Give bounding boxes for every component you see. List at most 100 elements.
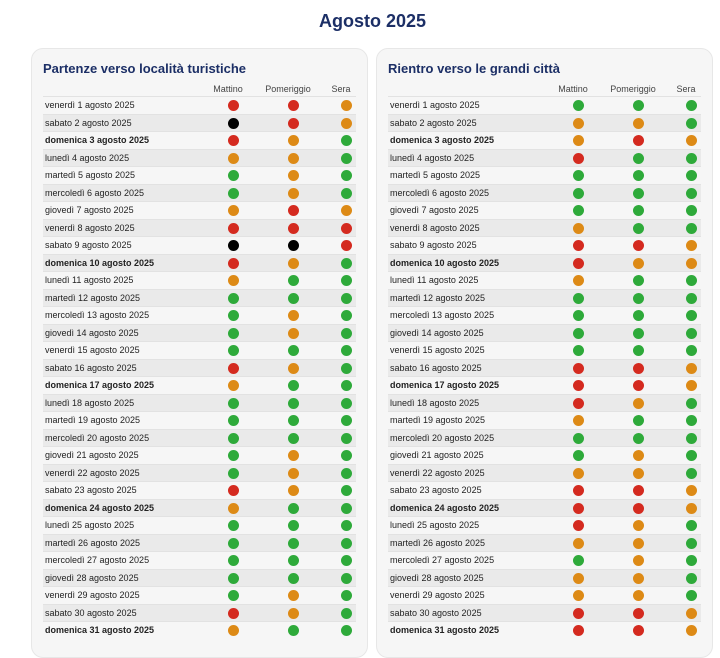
row-date: domenica 31 agosto 2025 bbox=[390, 625, 500, 635]
traffic-dot-pomeriggio bbox=[288, 502, 299, 514]
traffic-dot-mattino bbox=[228, 397, 239, 409]
row-date: mercoledì 13 agosto 2025 bbox=[390, 310, 495, 320]
traffic-dot-pomeriggio bbox=[633, 485, 644, 496]
row-date: domenica 3 agosto 2025 bbox=[45, 135, 150, 145]
traffic-dot-sera bbox=[341, 572, 352, 584]
row-date: domenica 10 agosto 2025 bbox=[45, 257, 155, 268]
traffic-dot-sera bbox=[341, 590, 352, 601]
traffic-dot-sera bbox=[686, 240, 697, 251]
traffic-dot-mattino bbox=[228, 135, 239, 146]
table-row: mercoledì 20 agosto 2025 bbox=[43, 428, 356, 446]
traffic-dot-sera bbox=[686, 625, 697, 636]
table-row: lunedì 4 agosto 2025 bbox=[43, 148, 356, 166]
traffic-dot-mattino bbox=[573, 380, 584, 391]
traffic-dot-pomeriggio bbox=[633, 467, 644, 479]
row-date: venerdì 8 agosto 2025 bbox=[390, 222, 480, 233]
traffic-dot-pomeriggio bbox=[633, 152, 644, 164]
traffic-dot-sera bbox=[341, 152, 352, 164]
traffic-dot-mattino bbox=[228, 117, 239, 129]
row-date: sabato 30 agosto 2025 bbox=[45, 607, 137, 618]
traffic-dot-sera bbox=[686, 415, 697, 426]
table-row: domenica 24 agosto 2025 bbox=[388, 498, 701, 516]
row-date: domenica 17 agosto 2025 bbox=[45, 380, 155, 390]
traffic-dot-sera bbox=[341, 240, 352, 251]
traffic-dot-mattino bbox=[573, 625, 584, 636]
row-date: domenica 31 agosto 2025 bbox=[45, 625, 155, 635]
traffic-dot-sera bbox=[686, 135, 697, 146]
traffic-dot-sera bbox=[686, 187, 697, 199]
traffic-dot-sera bbox=[341, 380, 352, 391]
traffic-dot-mattino bbox=[228, 432, 239, 444]
row-date: lunedì 25 agosto 2025 bbox=[390, 520, 480, 530]
table-row: giovedì 7 agosto 2025 bbox=[388, 201, 701, 219]
traffic-dot-sera bbox=[341, 292, 352, 304]
departures-panel-title: Partenze verso località turistiche bbox=[43, 61, 247, 76]
traffic-dot-pomeriggio bbox=[288, 415, 299, 426]
table-row: sabato 23 agosto 2025 bbox=[388, 481, 701, 499]
row-date: mercoledì 6 agosto 2025 bbox=[390, 187, 490, 198]
traffic-dot-mattino bbox=[573, 310, 584, 321]
traffic-dot-sera bbox=[686, 222, 697, 234]
traffic-dot-pomeriggio bbox=[288, 397, 299, 409]
traffic-dot-mattino bbox=[573, 222, 584, 234]
table-row: mercoledì 6 agosto 2025 bbox=[43, 183, 356, 201]
row-date: martedì 26 agosto 2025 bbox=[390, 537, 486, 548]
table-row: venerdì 8 agosto 2025 bbox=[388, 218, 701, 236]
traffic-dot-pomeriggio bbox=[288, 257, 299, 269]
table-row: giovedì 7 agosto 2025 bbox=[43, 201, 356, 219]
traffic-dot-pomeriggio bbox=[288, 275, 299, 286]
traffic-dot-pomeriggio bbox=[633, 257, 644, 269]
traffic-dot-sera bbox=[686, 450, 697, 461]
traffic-dot-sera bbox=[686, 310, 697, 321]
departures-panel: Partenze verso località turistiche Matti… bbox=[31, 48, 368, 658]
traffic-dot-pomeriggio bbox=[288, 170, 299, 181]
returns-panel: Rientro verso le grandi città Mattino Po… bbox=[376, 48, 713, 658]
row-date: sabato 2 agosto 2025 bbox=[45, 117, 132, 128]
traffic-dot-pomeriggio bbox=[288, 117, 299, 129]
traffic-dot-mattino bbox=[573, 537, 584, 549]
traffic-dot-pomeriggio bbox=[288, 100, 299, 111]
table-row: martedì 12 agosto 2025 bbox=[43, 288, 356, 306]
traffic-dot-pomeriggio bbox=[633, 555, 644, 566]
row-date: martedì 12 agosto 2025 bbox=[390, 292, 486, 303]
traffic-dot-mattino bbox=[573, 485, 584, 496]
traffic-dot-pomeriggio bbox=[633, 590, 644, 601]
table-row: martedì 26 agosto 2025 bbox=[388, 533, 701, 551]
traffic-dot-pomeriggio bbox=[288, 520, 299, 531]
traffic-dot-mattino bbox=[573, 292, 584, 304]
traffic-dot-sera bbox=[686, 327, 697, 339]
table-row: venerdì 1 agosto 2025 bbox=[43, 96, 356, 114]
row-date: giovedì 7 agosto 2025 bbox=[45, 205, 134, 215]
row-date: sabato 30 agosto 2025 bbox=[390, 607, 482, 618]
table-row: venerdì 1 agosto 2025 bbox=[388, 96, 701, 114]
traffic-dot-mattino bbox=[228, 327, 239, 339]
table-row: giovedì 14 agosto 2025 bbox=[388, 323, 701, 341]
traffic-dot-pomeriggio bbox=[633, 415, 644, 426]
row-date: martedì 5 agosto 2025 bbox=[390, 170, 481, 180]
traffic-dot-sera bbox=[341, 450, 352, 461]
traffic-dot-sera bbox=[341, 275, 352, 286]
traffic-dot-mattino bbox=[228, 310, 239, 321]
table-row: martedì 12 agosto 2025 bbox=[388, 288, 701, 306]
column-header-sera: Sera bbox=[331, 84, 351, 94]
row-date: venerdì 15 agosto 2025 bbox=[45, 345, 140, 355]
table-row: sabato 2 agosto 2025 bbox=[43, 113, 356, 131]
table-row: domenica 10 agosto 2025 bbox=[43, 253, 356, 271]
traffic-dot-pomeriggio bbox=[288, 485, 299, 496]
traffic-dot-pomeriggio bbox=[633, 432, 644, 444]
traffic-dot-mattino bbox=[573, 135, 584, 146]
column-header-pomeriggio: Pomeriggio bbox=[610, 84, 656, 94]
traffic-dot-mattino bbox=[228, 205, 239, 216]
traffic-dot-pomeriggio bbox=[633, 537, 644, 549]
row-date: mercoledì 20 agosto 2025 bbox=[390, 432, 495, 443]
column-header-sera: Sera bbox=[676, 84, 696, 94]
table-row: giovedì 21 agosto 2025 bbox=[43, 446, 356, 464]
table-row: martedì 26 agosto 2025 bbox=[43, 533, 356, 551]
row-date: lunedì 25 agosto 2025 bbox=[45, 520, 135, 530]
row-date: mercoledì 6 agosto 2025 bbox=[45, 187, 145, 198]
traffic-dot-sera bbox=[341, 327, 352, 339]
table-row: mercoledì 6 agosto 2025 bbox=[388, 183, 701, 201]
row-date: lunedì 11 agosto 2025 bbox=[390, 275, 479, 285]
traffic-dot-sera bbox=[686, 117, 697, 129]
traffic-dot-sera bbox=[686, 292, 697, 304]
